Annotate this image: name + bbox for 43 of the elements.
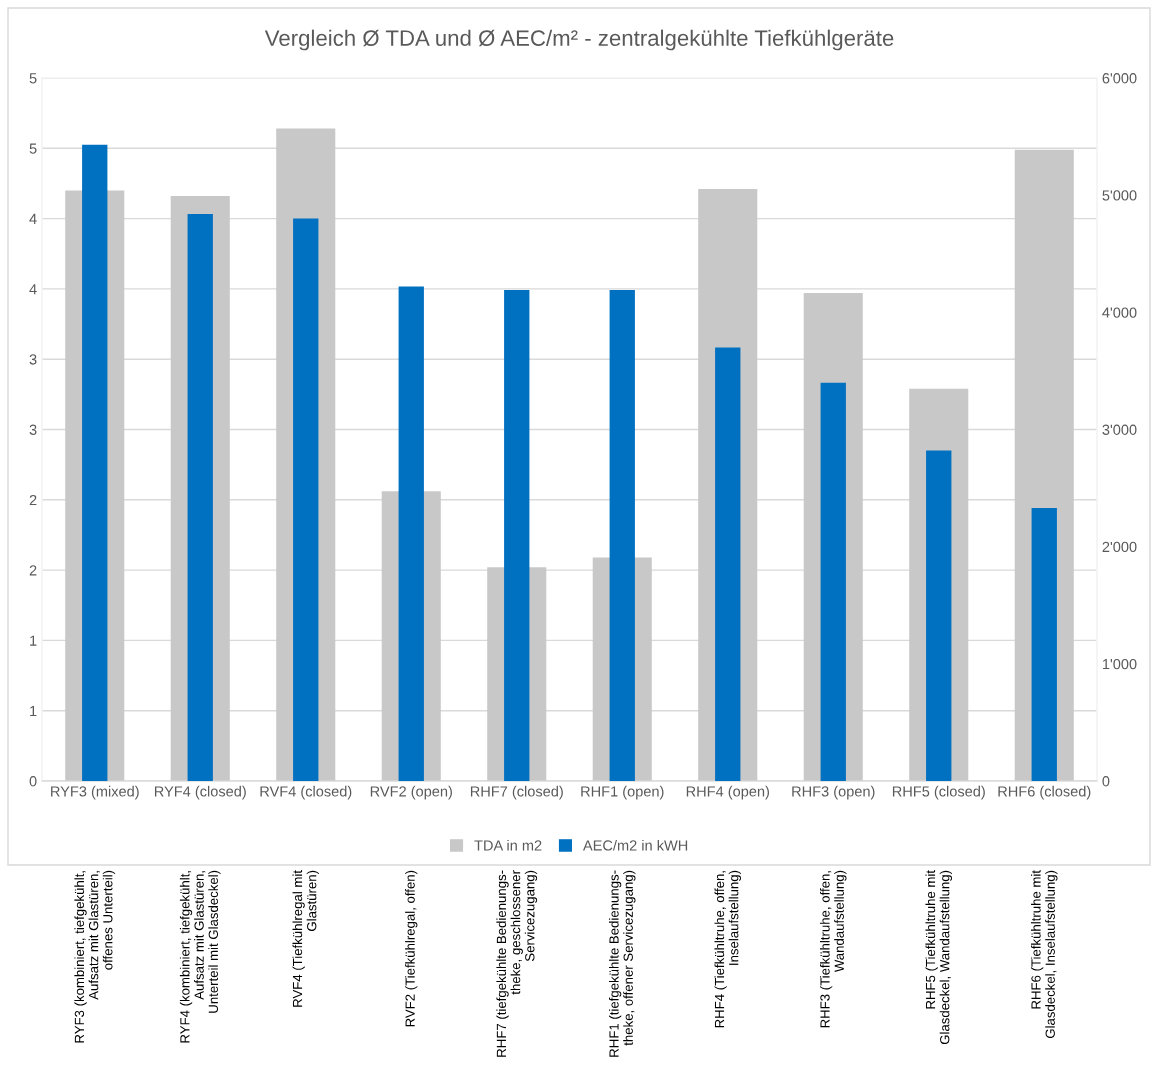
y-tick-label: 4: [29, 213, 37, 224]
x-tick-label: RYF3 (mixed): [51, 785, 139, 800]
text: RHF7 (tiefgekühlte Bedienungs- theke, geschlossener Servicezugang): [496, 870, 538, 1057]
x-tick-label: RHF7 (closed): [470, 785, 563, 800]
x-tick-label: RYF4 (closed): [154, 785, 246, 800]
y-tick-label: 1: [30, 705, 37, 716]
text: RHF4 (Tiefkühltruhe, offen, Inselaufstellung): [714, 870, 742, 1028]
y2-tick-label: 6'000: [1102, 73, 1137, 84]
text: RYF4 (kombiniert, tiefgekühlt, Aufsatz mit Glastüren, Unterteil mit Glasdeckel): [179, 870, 221, 1043]
text: RHF1 (tiefgekühlte Bedienungs- theke, offener Servicezugang): [608, 870, 636, 1057]
y-tick-label: 5: [29, 143, 37, 154]
y-tick-label: 5: [29, 73, 37, 84]
y-tick-label: 2: [29, 494, 37, 506]
x-tick-label: RVF4 (closed): [260, 785, 352, 800]
y-tick-label: 1: [30, 635, 37, 646]
x-tick-label: RVF2 (open): [370, 785, 452, 800]
y-tick-label: 2: [29, 565, 37, 576]
y2-tick-label: 3'000: [1102, 424, 1137, 435]
y2-tick-label: 2'000: [1102, 541, 1137, 553]
legend-label: AEC/m2 in kWH: [582, 839, 688, 851]
text: RVF2 (Tiefkühlregal, offen): [405, 870, 418, 1027]
y-tick-label: 4: [29, 284, 37, 295]
text: RHF3 (Tiefkühltruhe, offen, Wandaufstellung): [819, 870, 847, 1028]
y-tick-label: 3: [29, 424, 37, 435]
text: RHF6 (Tiefkühltruhe mit Glasdeckel, Inselaufstellung): [1030, 870, 1058, 1039]
y2-tick-label: 1'000: [1102, 658, 1137, 670]
x-tick-label: RHF4 (open): [686, 785, 769, 800]
legend-label: TDA in m2: [474, 839, 542, 851]
y2-tick-label: 4'000: [1102, 307, 1137, 318]
y-tick-label: 3: [29, 354, 37, 365]
bar: [715, 347, 741, 781]
x-tick-label: RHF1 (open): [581, 785, 664, 800]
text: RHF5 (Tiefkühltruhe mit Glasdeckel, Wandaufstellung): [925, 870, 953, 1045]
text: RVF4 (Tiefkühlregal mit Glastüren): [292, 870, 319, 1007]
x-tick-label: RHF3 (open): [792, 785, 875, 800]
bar: [1031, 508, 1057, 781]
text: RYF3 (kombiniert, tiefgekühlt, Aufsatz mit Glastüren, offenes Unterteil): [74, 870, 116, 1043]
x-tick-label: RHF5 (closed): [892, 785, 985, 800]
y2-tick-label: 0: [1102, 776, 1110, 787]
chart-title: Vergleich Ø TDA und Ø AEC/m² - zentralgekühlte Tiefkühlgeräte: [264, 29, 894, 51]
y-tick-label: 0: [29, 776, 37, 787]
y2-tick-label: 5'000: [1102, 190, 1137, 201]
x-tick-label: RHF6 (closed): [998, 785, 1091, 800]
